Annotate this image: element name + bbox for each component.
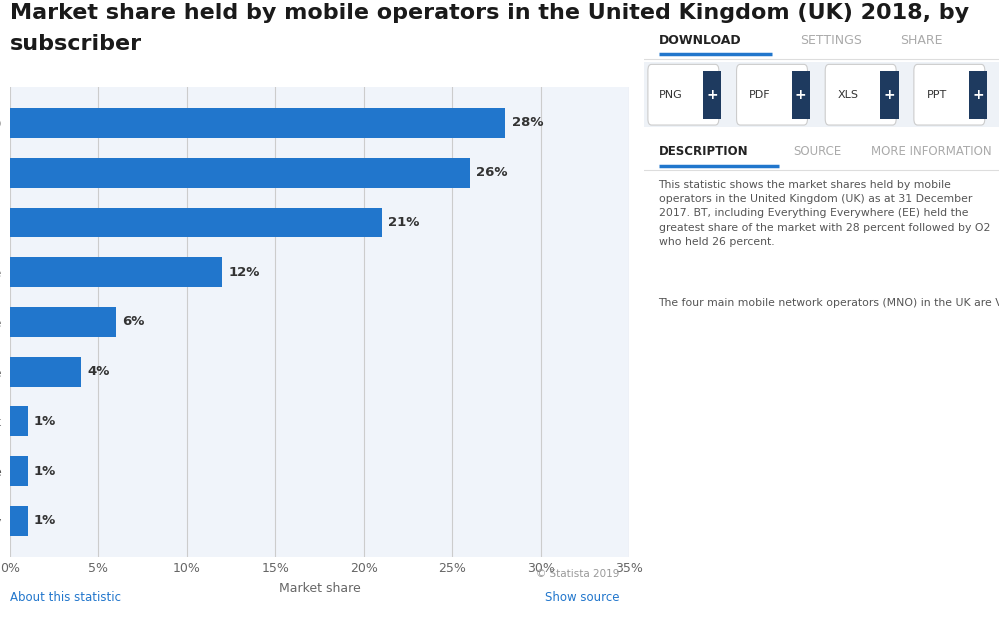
Text: 1%: 1% bbox=[34, 415, 56, 428]
FancyBboxPatch shape bbox=[825, 64, 896, 125]
Bar bbox=[10, 207, 382, 237]
Bar bbox=[10, 456, 28, 486]
Text: 21%: 21% bbox=[388, 216, 420, 229]
Text: +: + bbox=[883, 88, 895, 102]
Text: This statistic shows the market shares held by mobile operators in the United Ki: This statistic shows the market shares h… bbox=[658, 180, 990, 247]
Text: 6%: 6% bbox=[122, 315, 145, 329]
FancyBboxPatch shape bbox=[648, 64, 719, 125]
Bar bbox=[10, 158, 471, 188]
Text: The four main mobile network operators (MNO) in the UK are Vodafone, Three (3), : The four main mobile network operators (… bbox=[658, 297, 999, 308]
X-axis label: Market share: Market share bbox=[279, 582, 361, 595]
Bar bbox=[10, 258, 223, 287]
Bar bbox=[10, 108, 505, 138]
Text: +: + bbox=[795, 88, 806, 102]
Text: © Statista 2019: © Statista 2019 bbox=[536, 569, 619, 579]
Bar bbox=[10, 307, 116, 337]
Text: DOWNLOAD: DOWNLOAD bbox=[658, 33, 741, 47]
Text: 12%: 12% bbox=[229, 266, 260, 279]
Text: MORE INFORMATION: MORE INFORMATION bbox=[871, 145, 992, 158]
Text: SETTINGS: SETTINGS bbox=[800, 33, 862, 47]
Bar bbox=[10, 506, 28, 535]
Bar bbox=[969, 71, 987, 119]
Text: Show source: Show source bbox=[544, 591, 619, 604]
Text: Market share held by mobile operators in the United Kingdom (UK) 2018, by: Market share held by mobile operators in… bbox=[10, 3, 969, 23]
FancyBboxPatch shape bbox=[736, 64, 807, 125]
Text: PNG: PNG bbox=[659, 90, 683, 100]
Bar bbox=[10, 407, 28, 436]
Text: SHARE: SHARE bbox=[900, 33, 942, 47]
Text: subscriber: subscriber bbox=[10, 34, 142, 54]
Text: +: + bbox=[706, 88, 718, 102]
Text: 28%: 28% bbox=[511, 116, 543, 129]
Text: 1%: 1% bbox=[34, 465, 56, 478]
Text: DESCRIPTION: DESCRIPTION bbox=[658, 145, 748, 158]
Text: 26%: 26% bbox=[477, 166, 507, 179]
Bar bbox=[644, 62, 999, 127]
Text: 4%: 4% bbox=[87, 365, 109, 378]
Bar bbox=[791, 71, 810, 119]
Text: PPT: PPT bbox=[927, 90, 947, 100]
Bar bbox=[880, 71, 899, 119]
FancyBboxPatch shape bbox=[914, 64, 985, 125]
Text: +: + bbox=[972, 88, 984, 102]
Text: PDF: PDF bbox=[749, 90, 770, 100]
Text: 1%: 1% bbox=[34, 514, 56, 527]
Bar bbox=[10, 357, 81, 386]
Bar bbox=[703, 71, 721, 119]
Text: XLS: XLS bbox=[838, 90, 859, 100]
Text: SOURCE: SOURCE bbox=[793, 145, 841, 158]
Text: About this statistic: About this statistic bbox=[10, 591, 121, 604]
